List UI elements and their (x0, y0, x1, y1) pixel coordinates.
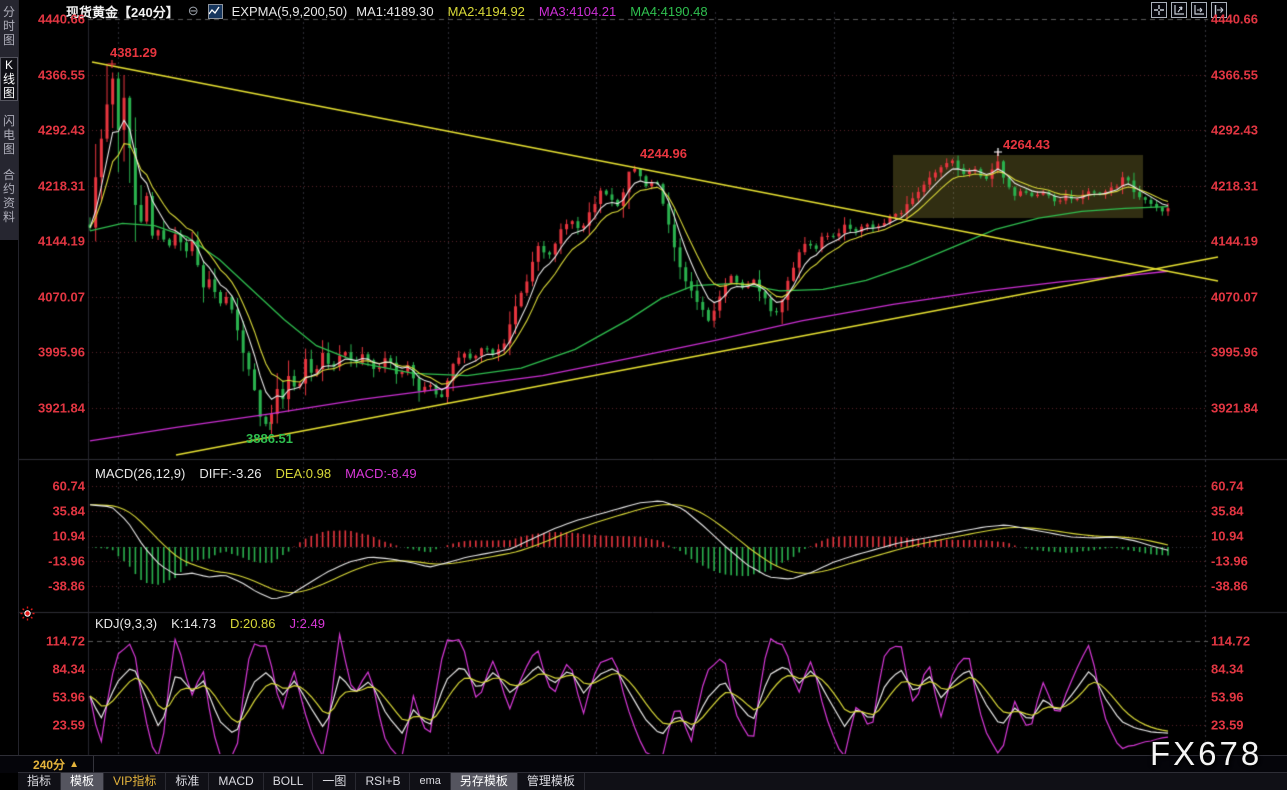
y-axis-label: 23.59 (1211, 717, 1244, 733)
sidebar-item-0[interactable]: 分时图 (2, 5, 15, 47)
ma2-value: MA2:4194.92 (447, 3, 525, 19)
indicator-values: MA1:4189.30 MA2:4194.92 MA3:4104.21 MA4:419… (356, 4, 707, 19)
y-axis-label: 53.96 (1211, 689, 1244, 705)
y-axis-label: 4218.31 (38, 178, 85, 194)
y-axis-label: 4366.55 (38, 67, 85, 83)
macd-dea-value: DEA:0.98 (275, 466, 332, 481)
indicator-chart-icon (207, 3, 223, 19)
price-annotation: 4264.43 (1003, 137, 1050, 152)
macd-name[interactable]: MACD(26,12,9) (95, 466, 186, 481)
ma1-value: MA1:4189.30 (356, 3, 434, 19)
y-axis-label: 4218.31 (1211, 178, 1258, 194)
page-forward-tool-icon[interactable] (1211, 2, 1227, 18)
indicator-name[interactable]: EXPMA(5,9,200,50) (231, 3, 348, 19)
scale-y-tool-icon[interactable] (1171, 2, 1187, 18)
y-axis-label: 60.74 (1211, 478, 1244, 494)
kdj-j-value: J:2.49 (289, 616, 325, 631)
price-annotation: 4244.96 (640, 146, 687, 161)
period-label: 240分 (33, 757, 66, 772)
price-annotation: 3886.51 (246, 431, 293, 446)
sidebar-item-3[interactable]: 合约资料 (2, 168, 15, 224)
y-axis-label: 4144.19 (38, 233, 85, 249)
y-axis-label: 4070.07 (38, 289, 85, 305)
y-axis-label: 114.72 (45, 633, 85, 649)
y-axis-label: 3995.96 (38, 344, 85, 360)
y-axis-label: 3921.84 (1211, 400, 1258, 416)
toolbar-button-9[interactable]: 另存模板 (450, 773, 518, 790)
toolbar-button-8[interactable]: ema (410, 773, 451, 790)
y-axis-label: -13.96 (1211, 553, 1248, 569)
y-axis-label: 4440.66 (38, 11, 85, 27)
y-axis-label: 10.94 (52, 528, 85, 544)
y-axis-label: -38.86 (48, 578, 85, 594)
y-axis-label: 4366.55 (1211, 67, 1258, 83)
bottom-toolbar: 指标 模板 VIP指标 标准 MACD BOLL 一图 RSI+B ema 另存模板 管理模板 (18, 772, 1287, 790)
price-alert-icon[interactable] (20, 606, 35, 626)
y-axis-label: 4440.66 (1211, 11, 1258, 27)
toolbar-button-7[interactable]: RSI+B (356, 773, 411, 790)
chart-header: 现货黄金【240分】 ⊖ EXPMA(5,9,200,50) MA1:4189.… (66, 3, 708, 20)
toolbar-button-3[interactable]: 标准 (166, 773, 210, 790)
status-bar (0, 755, 1287, 773)
period-selector[interactable]: 240分 ▲ (19, 756, 94, 772)
y-axis-label: 60.74 (52, 478, 85, 494)
y-axis-label: 35.84 (1211, 503, 1244, 519)
toolbar-button-1[interactable]: 模板 (61, 773, 105, 790)
toolbar-button-5[interactable]: BOLL (264, 773, 314, 790)
y-axis-label: 23.59 (52, 717, 85, 733)
y-axis-label: 4292.43 (1211, 122, 1258, 138)
ma4-value: MA4:4190.48 (630, 3, 708, 19)
kdj-name[interactable]: KDJ(9,3,3) (95, 616, 158, 631)
sidebar-divider (18, 0, 19, 790)
collapse-icon[interactable]: ⊖ (187, 3, 199, 18)
y-axis-label: 114.72 (1211, 633, 1251, 649)
y-axis-label: -13.96 (48, 553, 85, 569)
y-axis-label: 10.94 (1211, 528, 1244, 544)
toolbar-button-0[interactable]: 指标 (18, 773, 62, 790)
period-arrow-icon: ▲ (69, 758, 79, 770)
toolbar-button-4[interactable]: MACD (209, 773, 264, 790)
macd-diff-value: DIFF:-3.26 (199, 466, 262, 481)
kdj-d-value: D:20.86 (229, 616, 276, 631)
toolbar-button-2[interactable]: VIP指标 (104, 773, 167, 790)
y-axis-label: 84.34 (52, 661, 85, 677)
toolbar-button-6[interactable]: 一图 (313, 773, 357, 790)
macd-macd-value: MACD:-8.49 (345, 466, 417, 481)
cursor-tool-icon[interactable] (1151, 2, 1167, 18)
y-axis-label: 4144.19 (1211, 233, 1258, 249)
kdj-panel-header: KDJ(9,3,3) K:14.73 D:20.86 J:2.49 (95, 616, 325, 631)
instrument-title: 现货黄金【240分】 (66, 4, 179, 20)
toolbar-button-10[interactable]: 管理模板 (518, 773, 585, 790)
y-axis-label: 3995.96 (1211, 344, 1258, 360)
ma3-value: MA3:4104.21 (538, 3, 617, 19)
sidebar-item-2[interactable]: 闪电图 (2, 114, 15, 156)
kdj-k-value: K:14.73 (171, 616, 216, 631)
y-axis-label: 3921.84 (38, 400, 85, 416)
y-axis-label: 4292.43 (38, 122, 85, 138)
y-axis-label: 4070.07 (1211, 289, 1258, 305)
chart-tool-buttons (1151, 2, 1227, 18)
y-axis-label: 35.84 (52, 503, 85, 519)
y-axis-label: 84.34 (1211, 661, 1244, 677)
scale-x-tool-icon[interactable] (1191, 2, 1207, 18)
price-annotation: 4381.29 (110, 45, 157, 60)
watermark: FX678 (1150, 735, 1263, 772)
y-axis-label: 53.96 (52, 689, 85, 705)
macd-panel-header: MACD(26,12,9) DIFF:-3.26 DEA:0.98 MACD:-… (95, 466, 417, 481)
y-axis-label: -38.86 (1211, 578, 1248, 594)
